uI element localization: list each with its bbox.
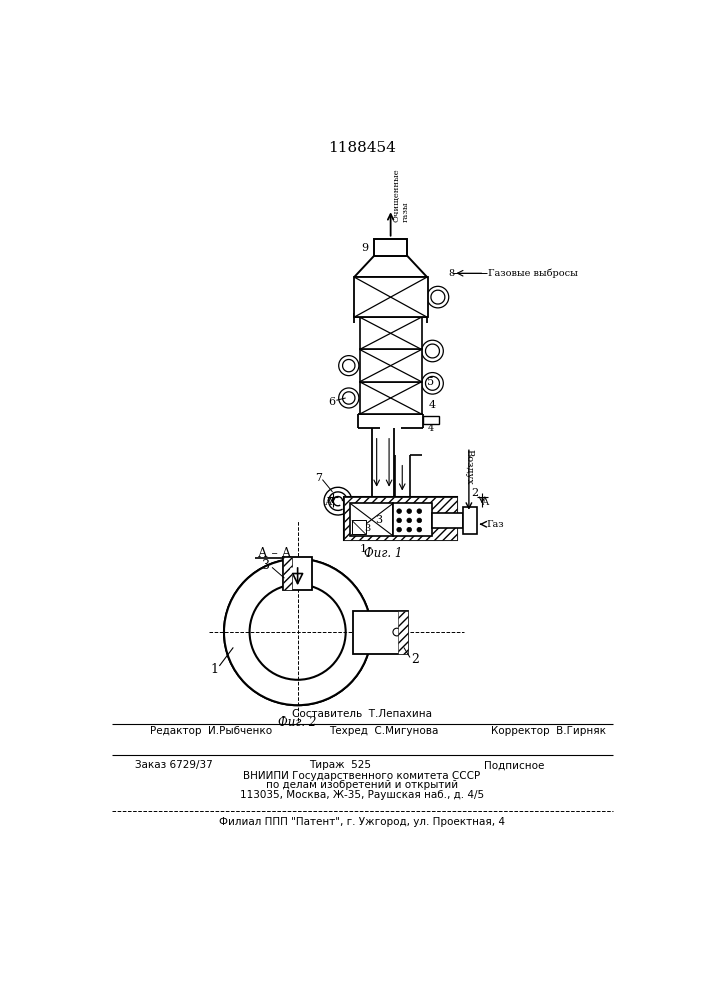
Text: 2: 2 (471, 488, 478, 498)
Text: 113035, Москва, Ж-35, Раушская наб., д. 4/5: 113035, Москва, Ж-35, Раушская наб., д. … (240, 790, 484, 800)
Text: Фиг. 1: Фиг. 1 (363, 547, 402, 560)
Bar (462, 507, 477, 534)
Text: А: А (482, 498, 490, 507)
Text: Филиал ППП "Патент", г. Ужгород, ул. Проектная, 4: Филиал ППП "Патент", г. Ужгород, ул. Про… (219, 817, 505, 827)
Text: 6: 6 (328, 397, 335, 407)
Circle shape (407, 518, 411, 523)
Bar (374, 239, 407, 256)
Text: Очищенные
газы: Очищенные газы (393, 168, 410, 222)
Bar (360, 349, 421, 382)
Text: 4: 4 (429, 400, 436, 410)
Bar (344, 497, 457, 540)
Text: 4: 4 (428, 424, 434, 433)
Text: 7: 7 (315, 473, 322, 483)
Text: Заказ 6729/37: Заказ 6729/37 (135, 760, 213, 770)
Bar (283, 557, 292, 590)
Circle shape (417, 527, 421, 532)
Text: Составитель  Т.Лепахина: Составитель Т.Лепахина (292, 709, 432, 719)
Bar (283, 557, 312, 590)
Text: Газовые выбросы: Газовые выбросы (489, 268, 578, 278)
Circle shape (407, 527, 411, 532)
Bar (432, 513, 462, 528)
Circle shape (397, 509, 402, 513)
Bar (393, 503, 432, 536)
Text: 1188454: 1188454 (328, 141, 396, 155)
Text: А – А: А – А (258, 547, 291, 560)
Circle shape (417, 518, 421, 523)
Bar (423, 416, 438, 424)
Bar (351, 503, 393, 536)
Circle shape (250, 584, 346, 680)
Bar (360, 317, 421, 349)
Text: по делам изобретений и открытий: по делам изобретений и открытий (266, 780, 458, 790)
Bar (354, 611, 408, 654)
Circle shape (397, 527, 402, 532)
Text: ВНИИПИ Государственного комитета СССР: ВНИИПИ Государственного комитета СССР (243, 771, 481, 781)
Circle shape (397, 518, 402, 523)
Text: 2: 2 (411, 653, 419, 666)
Text: А: А (325, 498, 332, 507)
Bar (344, 497, 457, 540)
Bar (360, 382, 421, 414)
Text: Редактор  И.Рыбченко: Редактор И.Рыбченко (151, 726, 272, 736)
Text: 3: 3 (364, 524, 370, 533)
Bar (352, 520, 366, 534)
Text: 3: 3 (375, 515, 382, 525)
Text: 9: 9 (361, 243, 368, 253)
Circle shape (224, 559, 371, 705)
Text: Тираж  525: Тираж 525 (309, 760, 371, 770)
Circle shape (417, 509, 421, 513)
Text: Газ: Газ (486, 520, 503, 529)
Text: Фиг. 2: Фиг. 2 (279, 716, 317, 729)
Text: Воздух: Воздух (464, 449, 474, 484)
Bar (398, 611, 408, 654)
Text: Техред  С.Мигунова: Техред С.Мигунова (329, 726, 438, 736)
Text: 1: 1 (360, 544, 367, 554)
Text: 3: 3 (262, 559, 270, 572)
Text: 1: 1 (211, 663, 218, 676)
Text: Корректор  В.Гирняк: Корректор В.Гирняк (491, 726, 607, 736)
Bar (354, 277, 428, 317)
Text: 5: 5 (427, 377, 435, 387)
Text: 8: 8 (449, 269, 455, 278)
Circle shape (393, 628, 401, 636)
Circle shape (407, 509, 411, 513)
Text: Подписное: Подписное (484, 760, 544, 770)
